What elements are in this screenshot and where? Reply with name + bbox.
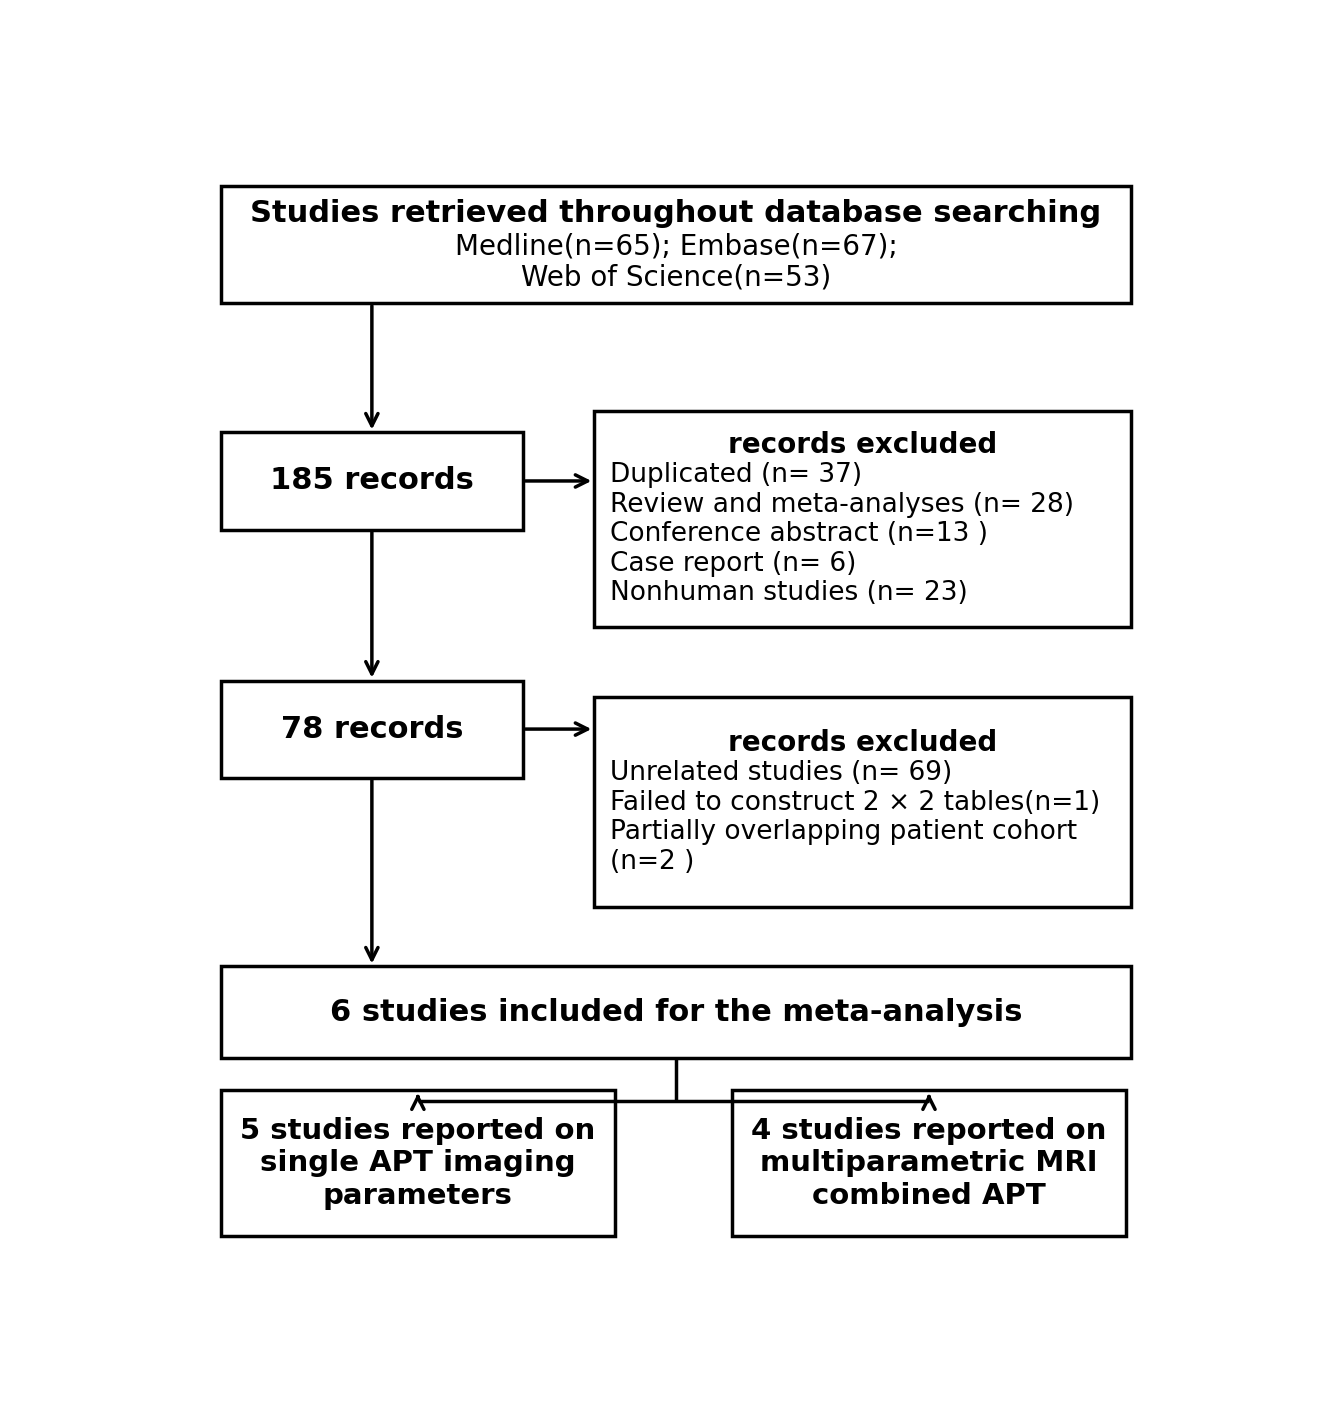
Bar — [222, 433, 522, 530]
Text: Conference abstract (n=13 ): Conference abstract (n=13 ) — [609, 521, 988, 548]
Text: single APT imaging: single APT imaging — [260, 1149, 575, 1177]
Text: 5 studies reported on: 5 studies reported on — [240, 1117, 595, 1145]
Bar — [222, 967, 1130, 1058]
Text: 185 records: 185 records — [270, 467, 474, 496]
Text: Failed to construct 2 × 2 tables(n=1): Failed to construct 2 × 2 tables(n=1) — [609, 790, 1100, 815]
Text: records excluded: records excluded — [728, 729, 997, 757]
Bar — [222, 186, 1130, 303]
Bar — [594, 696, 1130, 906]
Text: Studies retrieved throughout database searching: Studies retrieved throughout database se… — [251, 199, 1101, 228]
Bar — [594, 410, 1130, 626]
Text: Medline(n=65); Embase(n=67);: Medline(n=65); Embase(n=67); — [455, 233, 897, 261]
Text: Duplicated (n= 37): Duplicated (n= 37) — [609, 462, 861, 489]
Bar — [222, 681, 522, 778]
Text: (n=2 ): (n=2 ) — [609, 849, 694, 874]
Text: combined APT: combined APT — [813, 1182, 1046, 1210]
Text: multiparametric MRI: multiparametric MRI — [760, 1149, 1097, 1177]
Text: parameters: parameters — [323, 1182, 513, 1210]
Text: 4 studies reported on: 4 studies reported on — [752, 1117, 1107, 1145]
Text: Web of Science(n=53): Web of Science(n=53) — [521, 263, 831, 291]
Text: 78 records: 78 records — [281, 715, 463, 744]
Text: Unrelated studies (n= 69): Unrelated studies (n= 69) — [609, 761, 952, 786]
Text: 6 studies included for the meta-analysis: 6 studies included for the meta-analysis — [330, 998, 1022, 1027]
Bar — [732, 1090, 1126, 1236]
Text: Nonhuman studies (n= 23): Nonhuman studies (n= 23) — [609, 580, 967, 607]
Bar — [222, 1090, 615, 1236]
Text: Review and meta-analyses (n= 28): Review and meta-analyses (n= 28) — [609, 492, 1074, 518]
Text: records excluded: records excluded — [728, 432, 997, 460]
Text: Case report (n= 6): Case report (n= 6) — [609, 551, 856, 577]
Text: Partially overlapping patient cohort: Partially overlapping patient cohort — [609, 820, 1076, 845]
